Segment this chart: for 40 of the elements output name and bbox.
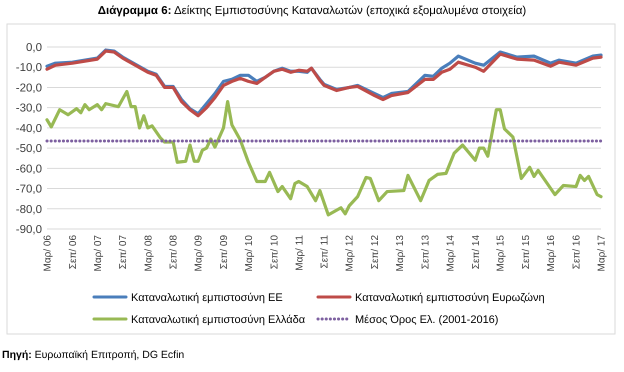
x-tick-label: Σεπ/ 09 xyxy=(218,234,230,270)
y-tick-label: 0,0 xyxy=(26,42,42,54)
x-tick-label: Μαρ/ 17 xyxy=(596,234,608,272)
legend-label: Καταναλωτική εμπιστοσύνη Ευρωζώνη xyxy=(355,292,545,304)
text: Πηγή: Ευρωπαϊκή Επιτροπή, DG Ecfin xyxy=(2,349,184,361)
y-tick-label: -30,0 xyxy=(16,102,42,115)
x-tick-label: Σεπ/ 10 xyxy=(269,234,280,270)
x-tick-label: Μαρ/ 12 xyxy=(344,234,356,272)
x-tick-label: Σεπ/ 08 xyxy=(168,234,180,270)
x-tick-label: Μαρ/ 11 xyxy=(294,234,306,271)
x-tick-label: Σεπ/ 13 xyxy=(420,234,432,270)
line-series xyxy=(45,90,603,216)
y-tick-label: -10,0 xyxy=(16,62,42,74)
x-tick-label: Μαρ/ 06 xyxy=(42,234,54,272)
x-tick-label: Μαρ/ 07 xyxy=(92,234,104,272)
x-tick-label: Μαρ/ 14 xyxy=(445,234,456,272)
x-tick-label: Σεπ/ 14 xyxy=(470,234,482,270)
x-tick-label: Μαρ/ 08 xyxy=(143,234,154,272)
y-tick-label: -90,0 xyxy=(16,224,42,236)
y-tick-label: -80,0 xyxy=(16,204,42,216)
x-tick-label: Σεπ/ 15 xyxy=(521,234,532,270)
x-tick-label: Σεπ/ 12 xyxy=(370,234,382,270)
x-tick-label: Σεπ/ 11 xyxy=(320,234,331,268)
y-tick-label: -50,0 xyxy=(16,143,42,156)
x-tick-label: Σεπ/ 16 xyxy=(572,234,583,270)
legend-label: Καταναλωτική εμπιστοσύνη ΕΕ xyxy=(131,292,283,304)
y-tick-label: -70,0 xyxy=(16,184,42,196)
x-tick-label: Σεπ/ 06 xyxy=(68,234,79,270)
x-tick-label: Μαρ/ 10 xyxy=(244,234,255,272)
x-tick-label: Σεπ/ 07 xyxy=(118,234,130,270)
y-tick-label: -20,0 xyxy=(16,82,42,94)
legend-label: Καταναλωτική εμπιστοσύνη Ελλάδα xyxy=(131,314,306,326)
x-tick-label: Μαρ/ 13 xyxy=(395,234,406,272)
x-tick-label: Μαρ/ 15 xyxy=(496,234,507,272)
x-tick-label: Μαρ/ 09 xyxy=(194,234,205,272)
y-tick-label: -60,0 xyxy=(16,163,42,176)
y-tick-label: -40,0 xyxy=(16,122,42,135)
legend-label: Μέσος Όρος Ελ. (2001-2016) xyxy=(355,314,498,326)
x-tick-label: Μαρ/ 16 xyxy=(546,234,558,272)
chart-title: Διάγραμμα 6: Δείκτης Εμπιστοσύνης Καταναλωτών (εποχικά εξομαλυμένα στοιχεία) xyxy=(98,5,526,17)
